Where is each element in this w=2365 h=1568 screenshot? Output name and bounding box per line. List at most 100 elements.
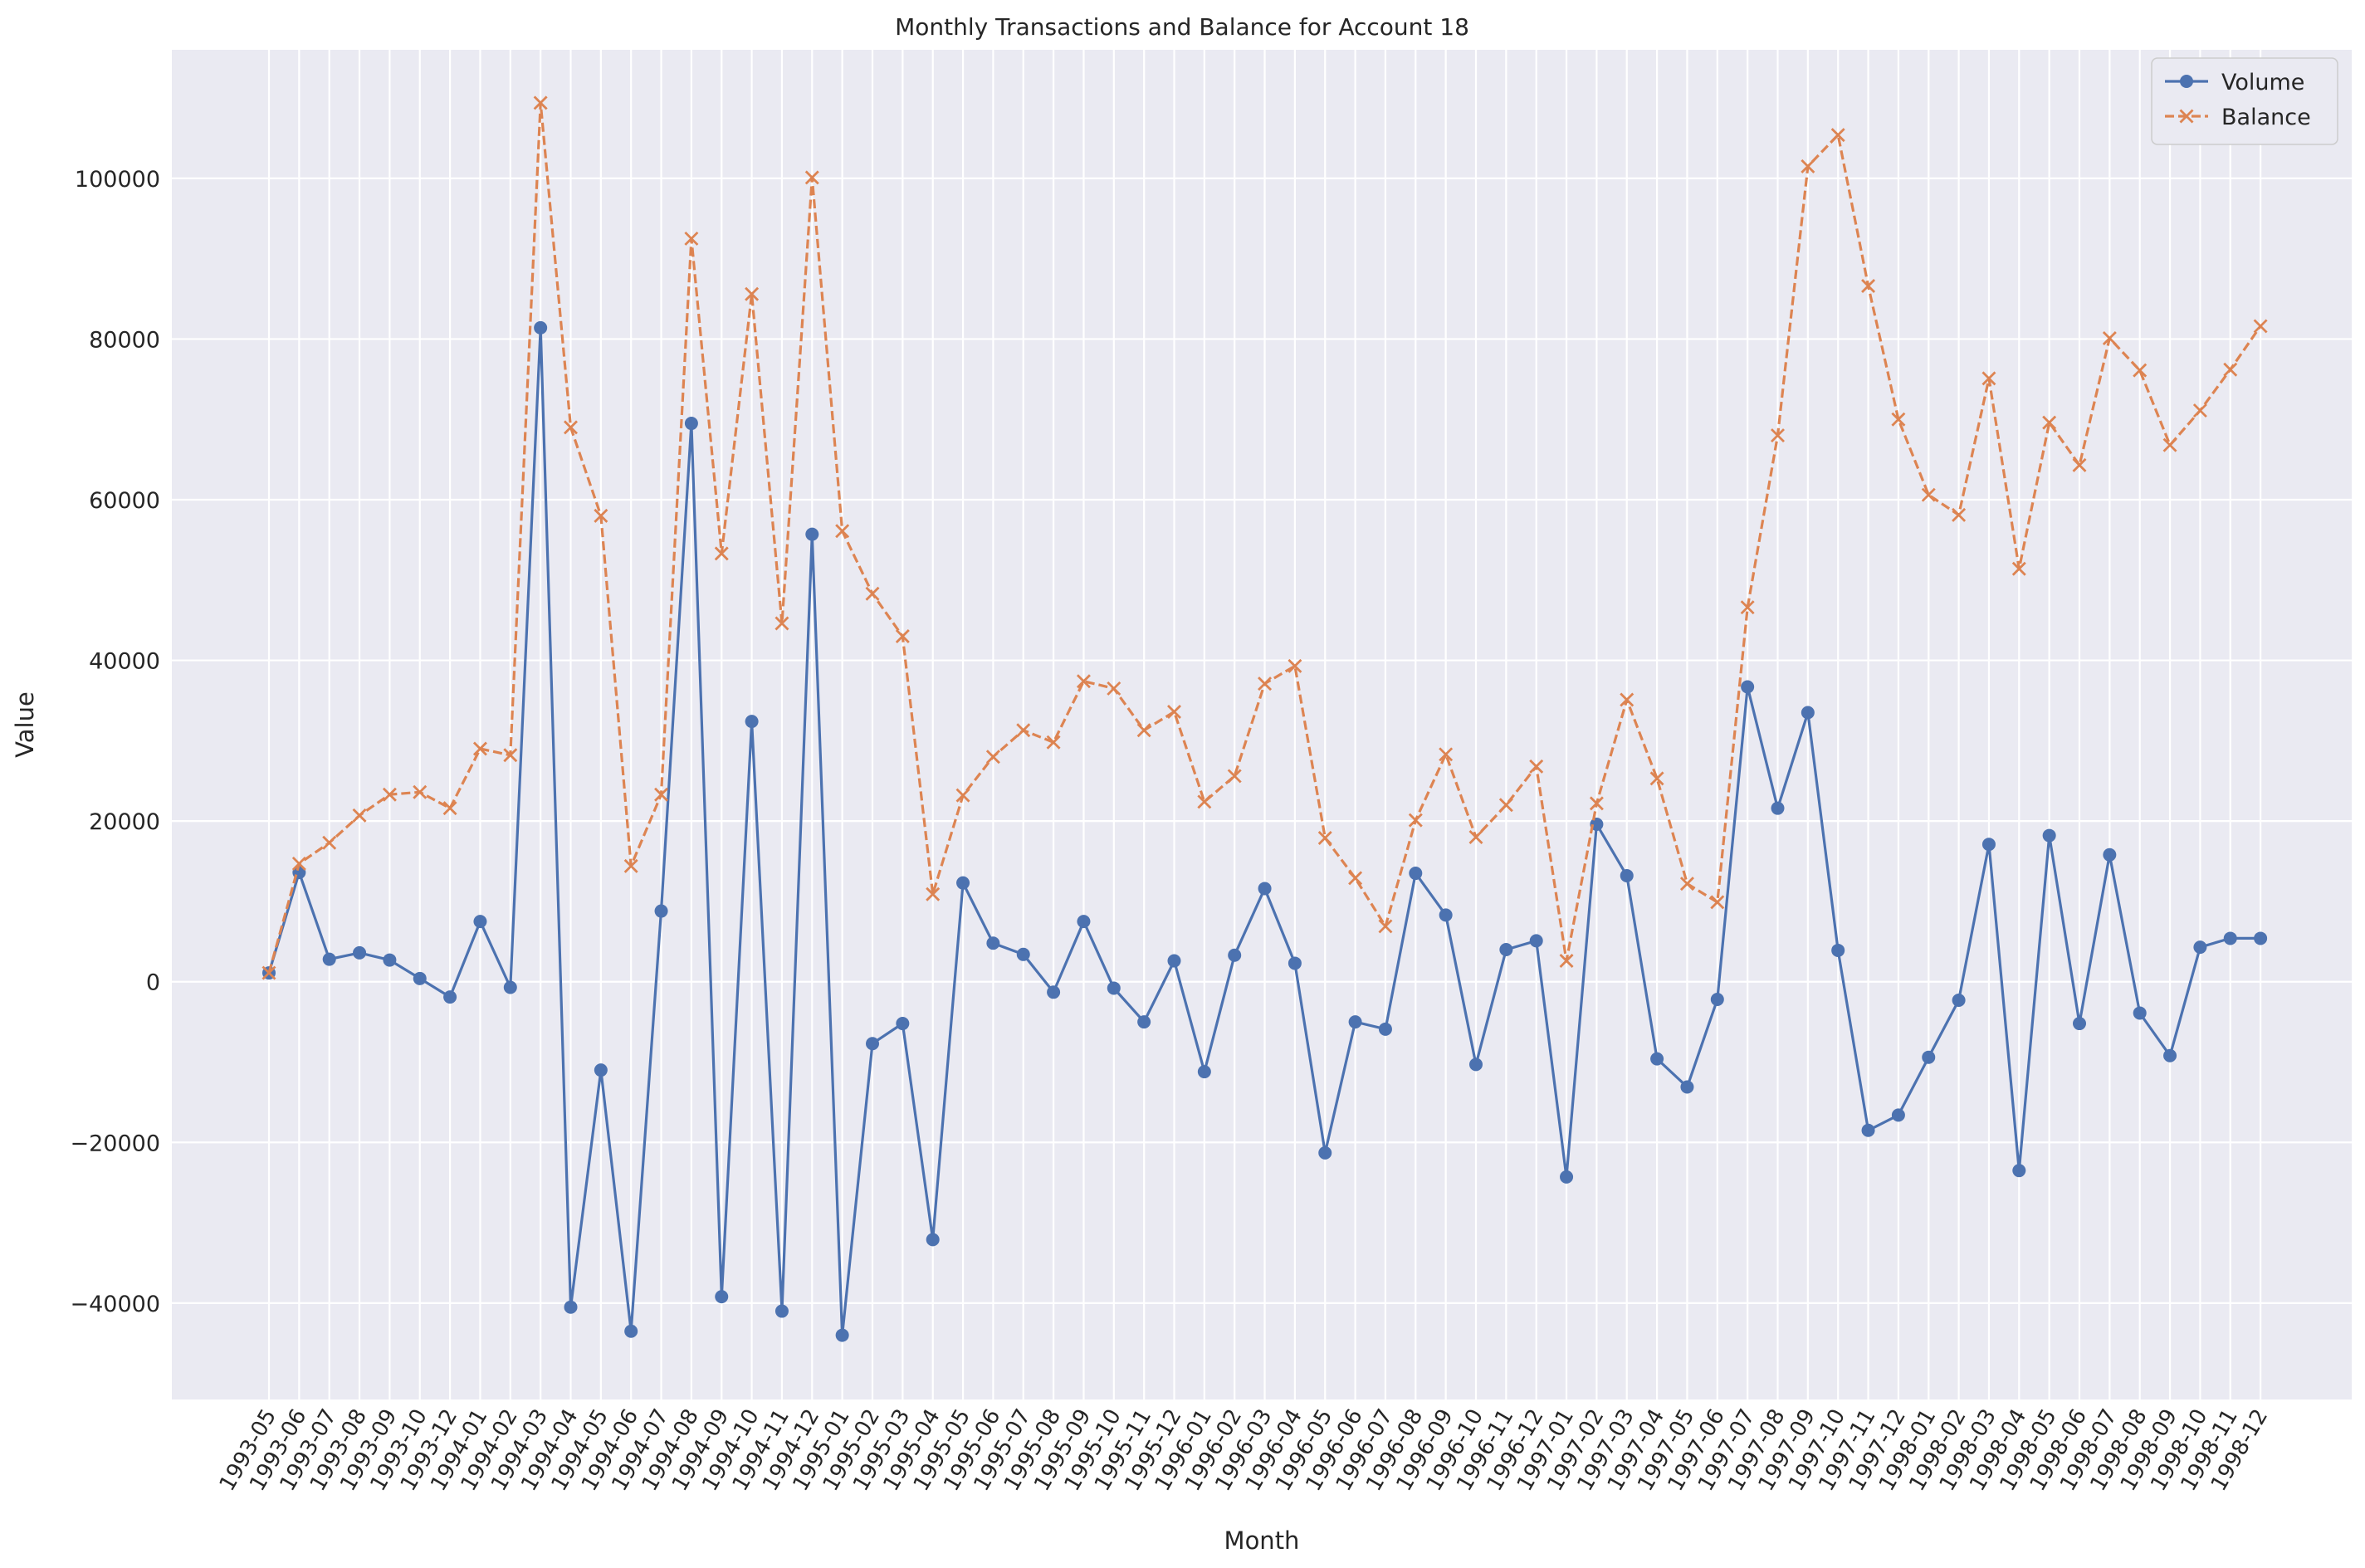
balance-point xyxy=(926,887,941,901)
volume-point xyxy=(1831,943,1845,957)
balance-point xyxy=(1589,796,1604,811)
volume-point xyxy=(443,990,457,1004)
volume-point xyxy=(684,417,698,431)
balance-point xyxy=(1891,412,1906,427)
balance-point xyxy=(1288,658,1302,673)
series-layer xyxy=(261,95,2268,1342)
balance-point xyxy=(895,629,910,644)
balance-point xyxy=(2253,319,2268,334)
volume-point xyxy=(1650,1052,1664,1066)
balance-point xyxy=(1771,428,1785,443)
volume-point xyxy=(1710,993,1724,1007)
balance-point xyxy=(1498,798,1513,813)
volume-point xyxy=(2042,828,2056,843)
volume-point xyxy=(383,953,397,967)
balance-point xyxy=(1620,692,1634,707)
volume-point xyxy=(564,1300,578,1314)
y-tick-label: 0 xyxy=(146,970,160,996)
y-tick-label: 20000 xyxy=(89,809,160,835)
volume-point xyxy=(1288,956,1302,970)
volume-point xyxy=(534,320,548,335)
volume-point xyxy=(1258,882,1272,896)
balance-point xyxy=(774,616,789,631)
balance-point xyxy=(865,586,880,601)
balance-point xyxy=(2102,330,2117,345)
chart-title: Monthly Transactions and Balance for Acc… xyxy=(895,13,1469,41)
volume-point xyxy=(473,915,487,929)
volume-point xyxy=(2193,940,2207,955)
volume-point xyxy=(2254,931,2268,945)
volume-point xyxy=(1620,868,1634,882)
volume-point xyxy=(2223,931,2237,945)
balance-point xyxy=(1348,871,1363,886)
balance-point xyxy=(533,95,548,110)
y-tick-label: 100000 xyxy=(75,167,160,193)
volume-point xyxy=(1560,1170,1574,1184)
balance-point xyxy=(1861,279,1876,294)
volume-point xyxy=(866,1037,879,1051)
volume-point xyxy=(1981,838,1996,852)
volume-point xyxy=(986,936,1000,950)
volume-point xyxy=(1137,1015,1151,1029)
legend-marker-volume xyxy=(2180,75,2193,88)
volume-point xyxy=(1680,1080,1694,1094)
volume-point xyxy=(926,1233,940,1247)
legend: Volume Balance xyxy=(2151,57,2338,145)
volume-point xyxy=(1107,981,1121,995)
balance-point xyxy=(1107,681,1121,696)
volume-point xyxy=(624,1324,638,1338)
balance-point xyxy=(804,170,819,185)
volume-point xyxy=(1952,993,1966,1007)
volume-point xyxy=(1409,867,1423,881)
volume-point xyxy=(1891,1108,1905,1122)
volume-point xyxy=(353,945,367,960)
balance-point xyxy=(684,231,699,246)
balance-point xyxy=(1408,813,1423,828)
balance-point xyxy=(594,508,608,523)
volume-point xyxy=(322,952,336,966)
volume-point xyxy=(1529,934,1543,948)
balance-point xyxy=(1981,371,1996,386)
balance-point xyxy=(955,788,970,803)
balance-point xyxy=(1136,723,1151,738)
balance-point xyxy=(1046,735,1061,750)
balance-point xyxy=(1921,487,1936,502)
volume-point xyxy=(1077,915,1091,929)
balance-point xyxy=(1952,507,1967,522)
volume-point xyxy=(503,980,517,994)
legend-label-balance: Balance xyxy=(2221,105,2311,130)
y-tick-label: 60000 xyxy=(89,488,160,514)
y-tick-label: 80000 xyxy=(89,327,160,353)
volume-point xyxy=(1047,985,1061,999)
volume-point xyxy=(2012,1164,2026,1178)
balance-point xyxy=(261,965,276,980)
balance-point xyxy=(1740,600,1755,615)
volume-point xyxy=(1922,1050,1936,1064)
y-tick-label: −40000 xyxy=(70,1292,160,1317)
balance-point xyxy=(442,801,457,816)
balance-point xyxy=(1439,747,1454,762)
balance-point xyxy=(291,856,306,871)
grid-lines xyxy=(172,50,2352,1399)
legend-label-volume: Volume xyxy=(2221,70,2304,95)
volume-point xyxy=(594,1063,608,1077)
balance-point xyxy=(714,546,729,561)
volume-point xyxy=(745,715,759,729)
balance-point xyxy=(835,524,850,539)
balance-point xyxy=(2011,561,2026,576)
volume-point xyxy=(1016,947,1030,961)
balance-point xyxy=(1317,830,1332,845)
y-tick-label: −20000 xyxy=(70,1131,160,1156)
volume-point xyxy=(1801,706,1815,720)
balance-point xyxy=(985,750,1000,764)
balance-point xyxy=(1679,877,1694,891)
balance-point xyxy=(352,808,367,823)
balance-point xyxy=(1167,705,1181,720)
balance-point xyxy=(2042,415,2057,430)
volume-point xyxy=(835,1328,849,1342)
balance-point xyxy=(382,787,397,802)
volume-point xyxy=(1741,680,1755,694)
balance-point xyxy=(2192,403,2207,418)
volume-point xyxy=(896,1017,910,1031)
balance-point xyxy=(413,784,428,799)
